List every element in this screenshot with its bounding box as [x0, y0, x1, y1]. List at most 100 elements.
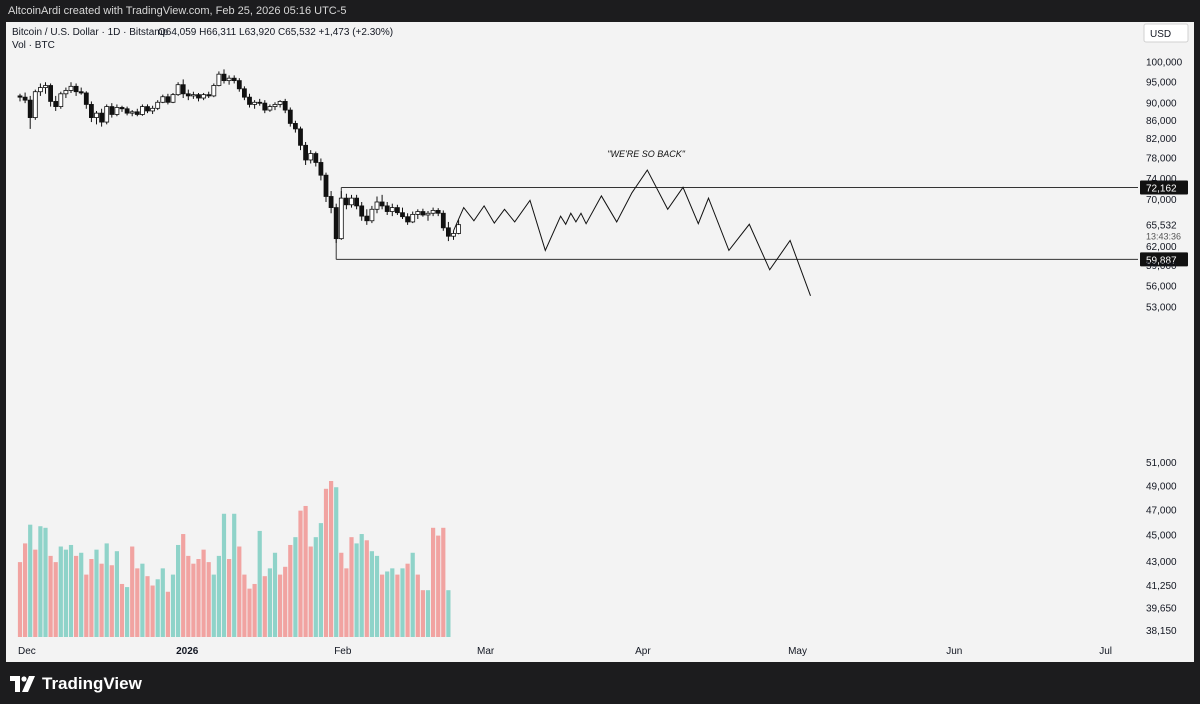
candle-body	[303, 144, 309, 161]
symbol-title: Bitcoin / U.S. Dollar · 1D · Bitstamp	[12, 27, 169, 38]
candle	[134, 108, 140, 117]
candle-body	[369, 208, 375, 222]
volume-bar	[99, 563, 104, 637]
tradingview-brand[interactable]: TradingView	[10, 674, 142, 694]
price-tick-label: 49,000	[1146, 481, 1177, 492]
volume-bar	[334, 487, 339, 637]
candle	[241, 86, 247, 101]
bottom-bar: TradingView	[0, 662, 1200, 704]
horizontal-levels: 72,162 59,887	[335, 180, 1188, 267]
price-tick-label: 78,000	[1146, 153, 1177, 164]
volume-bar	[405, 563, 410, 637]
candle	[165, 93, 171, 105]
candle-body	[201, 94, 207, 99]
candle-body	[277, 101, 283, 105]
candle-body	[451, 233, 456, 237]
volume-bar	[354, 543, 359, 637]
candle	[211, 83, 217, 98]
candle-body	[160, 96, 166, 103]
volume-bar	[109, 565, 114, 637]
candle-body	[145, 106, 150, 112]
price-chart[interactable]: 72,162 59,887 "WE'RE SO BACK" 100,000 95,0…	[6, 22, 1194, 662]
volume-bar	[104, 543, 109, 637]
candle-body	[456, 224, 462, 234]
candle	[298, 126, 303, 151]
candle	[58, 91, 64, 109]
volume-bar	[415, 574, 420, 637]
candle-body	[190, 94, 196, 97]
volume-bar	[318, 523, 323, 637]
volume-bar	[278, 574, 283, 637]
candle-body	[272, 104, 278, 107]
volume-bar	[170, 574, 176, 637]
candle	[267, 104, 273, 112]
candle	[139, 104, 145, 116]
candle-body	[22, 96, 28, 101]
last-price-label: 65,532	[1146, 221, 1177, 232]
chart-area[interactable]: 72,162 59,887 "WE'RE SO BACK" 100,000 95,0…	[6, 22, 1194, 662]
candle	[379, 194, 385, 210]
projection-annotation: "WE'RE SO BACK"	[607, 149, 685, 159]
candle-body	[247, 96, 252, 105]
candle	[196, 92, 201, 102]
price-tick-label: 82,000	[1146, 134, 1177, 145]
price-tick-label: 70,000	[1146, 195, 1177, 206]
volume-bar	[227, 559, 232, 637]
candle	[48, 83, 53, 107]
candle-body	[196, 94, 201, 99]
candle	[456, 220, 462, 235]
candle	[89, 101, 94, 123]
candle	[185, 89, 191, 101]
candle	[109, 103, 115, 118]
volume-bar	[211, 574, 216, 637]
candle	[190, 91, 196, 99]
time-tick-label: Feb	[334, 646, 352, 657]
candle-body	[338, 197, 344, 240]
volume-bar	[150, 585, 155, 637]
candle	[303, 141, 309, 165]
candle	[226, 75, 232, 85]
candle-body	[150, 107, 156, 112]
candle-body	[262, 102, 268, 111]
projection-path: "WE'RE SO BACK"	[453, 149, 811, 296]
last-price-tag	[1140, 215, 1190, 242]
price-tick-label: 74,000	[1146, 174, 1177, 185]
candle-body	[226, 77, 232, 82]
candle	[124, 106, 130, 116]
candle	[27, 95, 33, 129]
price-tick-label: 100,000	[1146, 58, 1183, 69]
candle-body	[104, 106, 110, 123]
candle-body	[43, 85, 48, 88]
time-tick-label: Jun	[946, 646, 962, 657]
volume-bar	[242, 574, 247, 637]
time-tick-label: Mar	[477, 646, 495, 657]
candle	[22, 92, 28, 104]
currency-button[interactable]: USD	[1143, 23, 1189, 43]
candle-body	[298, 128, 303, 146]
candle	[129, 110, 135, 117]
volume-bar	[252, 583, 257, 637]
volume-bar	[201, 549, 206, 637]
volume-bar	[186, 555, 191, 637]
candle	[374, 196, 380, 214]
candle	[451, 230, 456, 240]
candle-body	[359, 205, 365, 217]
volume-bar	[135, 568, 140, 637]
volume-bar	[262, 576, 267, 637]
volume-bar	[410, 552, 415, 637]
candle-body	[53, 101, 59, 107]
candle-body	[374, 201, 380, 210]
candle-body	[420, 211, 426, 216]
candle-body	[241, 88, 247, 98]
volume-bar	[28, 524, 33, 637]
candle	[180, 79, 186, 99]
candle	[435, 208, 441, 217]
price-tick-label: 59,000	[1146, 261, 1177, 272]
volume-bar	[283, 566, 288, 637]
candle-body	[63, 90, 69, 95]
candle	[262, 100, 268, 114]
candle-body	[394, 207, 400, 214]
candle	[318, 158, 324, 181]
candle	[114, 104, 120, 117]
candle-body	[221, 73, 227, 82]
